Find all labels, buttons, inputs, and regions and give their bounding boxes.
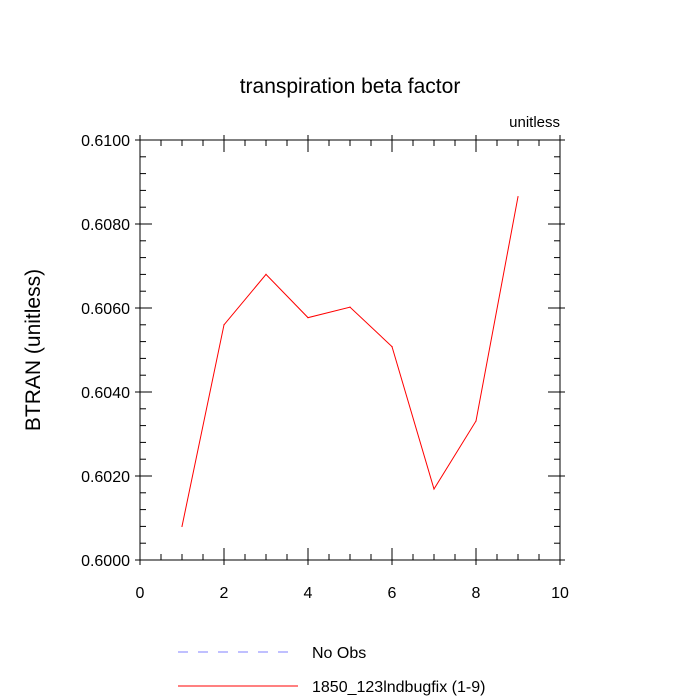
series-point [181,525,183,528]
series-point [265,273,267,275]
series-line [181,196,519,527]
x-tick-label: 2 [220,585,229,602]
y-tick-label: 0.6020 [81,469,130,486]
legend: No Obs 1850_123lndbugfix (1-9) [178,645,485,696]
chart-title: transpiration beta factor [240,75,461,98]
series-point [391,346,393,348]
x-tick-label: 8 [472,585,481,602]
series-point [517,196,519,198]
x-tick-label: 4 [304,585,313,602]
x-tick-label: 6 [388,585,397,602]
y-tick-label: 0.6080 [81,217,130,234]
series-point [307,317,309,319]
x-tick-label: 10 [551,585,569,602]
units-label: unitless [509,114,560,131]
legend-label: No Obs [312,645,366,662]
y-tick-label: 0.6000 [81,553,130,570]
series-point [223,324,225,326]
y-tick-label: 0.6040 [81,385,130,402]
x-tick-label: 0 [136,585,145,602]
series-point [475,420,477,422]
y-axis-label: BTRAN (unitless) [22,269,45,431]
series-layer [181,196,519,528]
y-tick-label: 0.6060 [81,301,130,318]
legend-label: 1850_123lndbugfix (1-9) [312,679,485,696]
plot-frame [139,139,561,561]
series-point [349,306,351,308]
axis-ticks: 0 2 4 6 8 10 0.6000 0.6020 0.6040 0.6060 0.6080 0.6… [81,133,569,602]
series-point [433,488,435,490]
y-tick-label: 0.6100 [81,133,130,150]
